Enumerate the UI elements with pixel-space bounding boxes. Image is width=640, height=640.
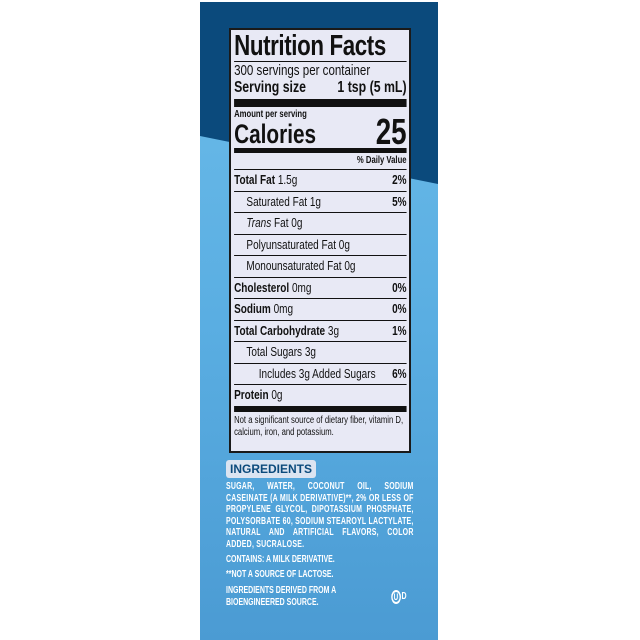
nutrient-amount: 0mg <box>291 279 312 295</box>
nutrient-amount: 3g <box>327 322 340 338</box>
nutrient-label: Saturated Fat <box>246 193 308 209</box>
nutrient-row-sodium: Sodium 0mg 0% <box>234 299 407 321</box>
nutrition-title: Nutrition Facts <box>234 30 407 62</box>
serving-size: Serving size 1 tsp (5 mL) <box>234 79 407 107</box>
nutrient-row-total-fat: Total Fat 1.5g 2% <box>234 170 407 192</box>
nutrient-label: Trans <box>246 215 272 230</box>
nutrient-label: Cholesterol <box>234 279 290 295</box>
nutrient-label: Protein <box>234 387 269 402</box>
nutrition-footnote: Not a significant source of dietary fibe… <box>234 414 404 438</box>
nutrient-label: Polyunsaturated Fat <box>246 236 336 252</box>
nutrient-amount: 3g <box>304 344 316 359</box>
kosher-suffix: D <box>401 591 407 603</box>
allergen-statement: CONTAINS: A MILK DERIVATIVE. <box>226 553 335 565</box>
nutrient-row-protein: Protein 0g <box>234 385 407 412</box>
nutrient-row-monounsaturated-fat: Monounsaturated Fat 0g <box>234 256 407 278</box>
ingredients-heading: INGREDIENTS <box>226 460 317 478</box>
nutrient-amount: 0g <box>291 215 303 230</box>
calories: Calories 25 <box>234 114 407 153</box>
lactose-note: **NOT A SOURCE OF LACTOSE. <box>226 568 334 580</box>
nutrient-dv: 2% <box>392 172 407 187</box>
ingredients-column: SUGAR, WATER, COCONUT OIL, SODIUM CASEIN… <box>226 481 414 609</box>
nutrient-label: Monounsaturated Fat <box>246 258 342 273</box>
nutrition-facts-label: Nutrition Facts 300 servings per contain… <box>229 28 411 453</box>
nutrient-row-added-sugars: Includes 3g Added Sugars 6% <box>234 364 407 385</box>
calories-value: 25 <box>375 111 407 152</box>
nutrient-dv: 0% <box>392 301 407 316</box>
ingredients-text: SUGAR, WATER, COCONUT OIL, SODIUM CASEIN… <box>226 481 414 550</box>
nutrient-amount: 0g <box>344 258 356 273</box>
nutrient-label: Includes 3g Added Sugars <box>258 365 376 381</box>
nutrient-row-saturated-fat: Saturated Fat 1g 5% <box>234 192 407 213</box>
nutrient-amount: 1.5g <box>277 172 298 187</box>
nutrient-row-total-carbohydrate: Total Carbohydrate 3g 1% <box>234 321 407 342</box>
nutrient-row-polyunsaturated-fat: Polyunsaturated Fat 0g <box>234 235 407 256</box>
nutrient-label-suffix: Fat <box>274 215 289 230</box>
nutrient-label: Total Fat <box>234 172 276 187</box>
nutrient-label: Sodium <box>234 301 271 316</box>
kosher-symbol: U <box>391 589 401 604</box>
bioengineered-statement: INGREDIENTS DERIVED FROM A BIOENGINEERED… <box>226 584 336 608</box>
nutrient-row-total-sugars: Total Sugars 3g <box>234 342 407 364</box>
serving-size-value: 1 tsp (5 mL) <box>337 79 407 96</box>
nutrient-label: Total Sugars <box>246 344 303 359</box>
bioengineered-row: INGREDIENTS DERIVED FROM A BIOENGINEERED… <box>226 585 414 609</box>
nutrient-amount: 1g <box>309 193 321 209</box>
nutrient-amount: 0mg <box>273 301 294 316</box>
daily-value-header: % Daily Value <box>234 153 407 170</box>
amount-per-serving: Amount per serving <box>234 109 307 120</box>
nutrient-row-trans-fat: Trans Fat 0g <box>234 213 407 235</box>
nutrient-dv: 6% <box>392 365 407 381</box>
nutrient-amount: 0g <box>338 236 350 252</box>
nutrient-label: Total Carbohydrate <box>234 322 326 338</box>
serving-size-label: Serving size <box>234 79 306 96</box>
calories-label: Calories <box>234 119 317 149</box>
nutrient-dv: 1% <box>392 322 407 338</box>
nutrient-row-cholesterol: Cholesterol 0mg 0% <box>234 278 407 299</box>
nutrient-dv: 5% <box>392 193 407 209</box>
nutrient-dv: 0% <box>392 279 407 295</box>
product-package: Nutrition Facts 300 servings per contain… <box>200 2 438 640</box>
servings-per-container: 300 servings per container <box>234 62 371 79</box>
nutrient-amount: 0g <box>271 387 283 402</box>
